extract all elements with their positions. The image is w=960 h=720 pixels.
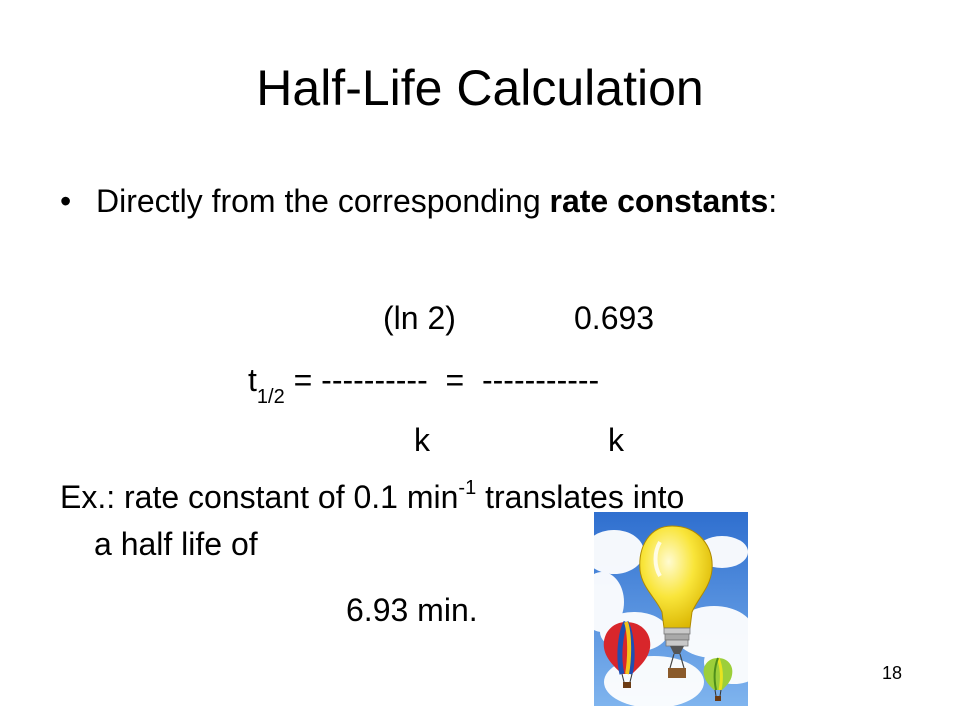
bullet-marker: • bbox=[60, 183, 72, 219]
equation-denominator-2: k bbox=[608, 422, 624, 458]
bullet-text-end: : bbox=[768, 183, 778, 219]
equation-dashes: = ---------- = ----------- bbox=[284, 362, 600, 398]
answer-value: 6.93 min. bbox=[346, 592, 478, 628]
example-text: Ex.: rate constant of 0.1 min-1 translat… bbox=[60, 476, 920, 565]
equation-subscript: 1/2 bbox=[256, 386, 285, 408]
bullet-text: Directly from the corresponding rate con… bbox=[96, 180, 876, 222]
equation-t: t bbox=[248, 362, 257, 398]
equation-numerator-2: 0.693 bbox=[574, 300, 655, 336]
lightbulb-icon bbox=[639, 525, 713, 678]
equation-denominator-1: k bbox=[414, 422, 430, 458]
equation-numerator-1: (ln 2) bbox=[383, 300, 456, 336]
clipart-svg bbox=[594, 512, 748, 706]
slide-title: Half-Life Calculation bbox=[256, 60, 704, 116]
example-text-continuation: a half life of bbox=[94, 526, 258, 562]
page-number: 18 bbox=[882, 663, 903, 683]
bullet-text-bold: rate constants bbox=[549, 183, 769, 219]
example-superscript: -1 bbox=[458, 477, 477, 499]
example-text-start: Ex.: rate constant of 0.1 min bbox=[60, 479, 459, 515]
green-balloon-icon bbox=[703, 657, 733, 701]
red-balloon-icon bbox=[603, 620, 651, 688]
bullet-text-start: Directly from the corresponding bbox=[96, 183, 550, 219]
equation-main-line: t1/2 = ---------- = ----------- bbox=[248, 360, 600, 408]
lightbulb-balloon-clipart bbox=[594, 512, 748, 706]
example-text-end: translates into bbox=[476, 479, 685, 515]
